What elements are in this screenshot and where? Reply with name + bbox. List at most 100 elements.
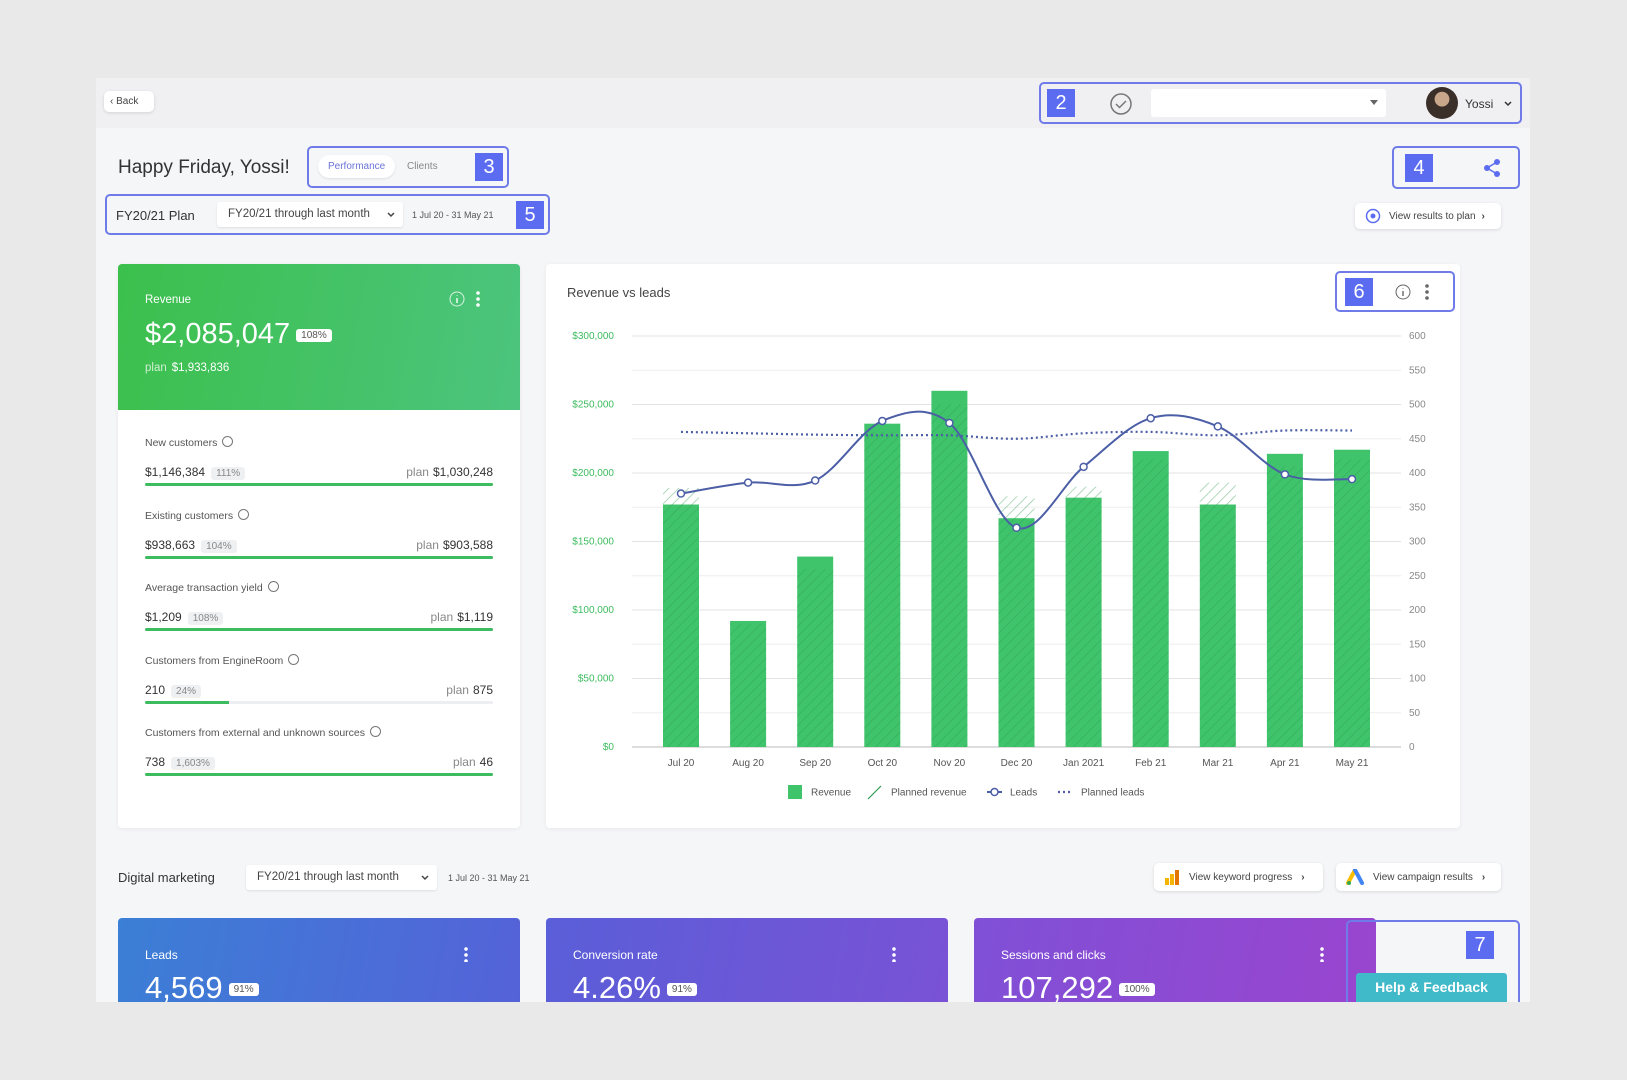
user-name[interactable]: Yossi	[1465, 97, 1494, 111]
keyword-button[interactable]: View keyword progress ›	[1154, 863, 1323, 891]
planned-bar	[797, 568, 834, 747]
metric-label: Existing customers	[145, 508, 250, 522]
button-label: View keyword progress	[1189, 871, 1293, 883]
target-icon	[1365, 208, 1381, 224]
chart: $0 $50,000 $100,000 $150,000 $200,000 $250,00…	[572, 331, 1426, 800]
check-mark	[1115, 100, 1127, 109]
y2-tick-label: 200	[1409, 605, 1426, 616]
revenue-card: Revenue $2,085,047 108% plan $1,933,836 Ne…	[118, 264, 520, 828]
help-button[interactable]: Help & Feedback	[1356, 973, 1507, 1002]
planned-bar	[663, 488, 699, 747]
x-tick-label: Nov 20	[934, 758, 966, 769]
back-label: Back	[116, 96, 139, 107]
x-tick-label: Dec 20	[1001, 758, 1033, 769]
kebab-icon[interactable]	[475, 291, 481, 307]
badge: 6	[1345, 278, 1373, 306]
legend-label: Planned revenue	[891, 788, 967, 799]
plan-value: $1,119	[457, 610, 493, 625]
button-label: View campaign results	[1373, 871, 1473, 883]
badge: 2	[1047, 89, 1075, 117]
plan-word: plan	[452, 755, 476, 770]
planned-bar	[931, 404, 968, 747]
tab[interactable]: Performance	[318, 155, 396, 178]
tab[interactable]: Clients	[407, 161, 438, 172]
info-icon	[267, 581, 279, 593]
section-label: Digital marketing	[118, 870, 215, 885]
leads-point	[1280, 470, 1290, 479]
value: 4.26%	[573, 970, 661, 1002]
progress-track	[145, 773, 493, 777]
leads-point	[676, 489, 686, 498]
y2-tick-label: 400	[1409, 468, 1426, 479]
kebab-icon[interactable]	[464, 946, 468, 962]
progress-track	[145, 483, 493, 486]
kebab-icon[interactable]	[1320, 946, 1324, 962]
y-tick-label: $150,000	[572, 537, 614, 548]
x-tick-label: Feb 21	[1135, 758, 1167, 769]
back-button[interactable]: ‹ Back	[104, 91, 154, 112]
plan-word: plan	[145, 362, 167, 374]
metric-plan: plan $1,030,248	[406, 465, 493, 479]
percent-pill: 100%	[1119, 983, 1155, 997]
kpi-card: Sessions and clicks 107,292 100%	[974, 918, 1376, 1002]
dropdown[interactable]	[1151, 89, 1386, 117]
info-icon[interactable]	[1395, 284, 1411, 300]
campaign-button[interactable]: View campaign results ›	[1336, 863, 1501, 891]
metric-value: $1,209 108%	[145, 610, 224, 626]
share-icon[interactable]	[1482, 158, 1502, 178]
share-group: 4	[1392, 146, 1520, 189]
value: 738	[145, 755, 166, 770]
kebab-icon[interactable]	[1424, 284, 1430, 300]
y2-tick-label: 100	[1409, 674, 1426, 685]
progress-fill	[145, 483, 493, 486]
period-dropdown[interactable]: FY20/21 through last month	[217, 202, 403, 227]
planned-bar	[998, 496, 1035, 747]
kpi-value: 107,292 100%	[1001, 970, 1155, 1002]
avatar[interactable]	[1426, 87, 1458, 119]
x-tick-label: Apr 21	[1270, 758, 1300, 769]
button-label: View results to plan	[1389, 210, 1476, 222]
x-tick-label: Mar 21	[1202, 758, 1234, 769]
kpi-card: Conversion rate 4.26% 91%	[546, 918, 948, 1002]
metric-label: Average transaction yield	[145, 581, 279, 594]
kpi-value: 4.26% 91%	[573, 970, 697, 1002]
planned-bar	[730, 623, 767, 747]
y2-tick-label: 0	[1409, 742, 1415, 753]
info-icon	[288, 653, 300, 665]
chart-tools: 6	[1335, 271, 1455, 312]
leads-point	[945, 418, 954, 428]
legend-swatch	[788, 785, 802, 799]
leads-point	[1146, 413, 1155, 423]
kpi-title: Sessions and clicks	[1001, 948, 1106, 962]
info-icon	[238, 508, 250, 520]
y2-tick-label: 450	[1409, 434, 1426, 445]
plan-value: $1,030,248	[432, 465, 493, 479]
plan-word: plan	[416, 537, 439, 552]
revenue-header: Revenue $2,085,047 108% plan $1,933,836	[118, 264, 520, 410]
y2-tick-label: 250	[1409, 571, 1426, 582]
bars-icon	[1165, 870, 1179, 885]
ads-icon	[1346, 869, 1364, 885]
date-range: 1 Jul 20 - 31 May 21	[448, 873, 530, 883]
legend-label: Leads	[1010, 788, 1037, 799]
plan-word: plan	[406, 465, 429, 479]
kpi-title: Leads	[145, 948, 178, 962]
progress-fill	[145, 555, 493, 559]
metric-plan: plan 875	[446, 683, 493, 697]
check-icon[interactable]	[1109, 92, 1133, 116]
kebab-icon[interactable]	[892, 946, 896, 962]
planned-bar	[1065, 486, 1102, 747]
metric-value: $938,663 104%	[145, 538, 237, 553]
period-dropdown[interactable]: FY20/21 through last month	[246, 865, 437, 890]
value: $2,085,047	[145, 318, 291, 350]
leads-point	[1079, 462, 1088, 472]
progress-track	[145, 700, 493, 704]
view-results-button[interactable]: View results to plan ›	[1355, 203, 1501, 229]
app-window: ‹ Back 2 Yossi Happy Friday, Yossi! Perf…	[96, 78, 1530, 1002]
badge: 3	[475, 153, 503, 181]
metric-label: Customers from external and unknown sour…	[145, 726, 382, 739]
x-tick-label: Oct 20	[868, 758, 898, 769]
y-tick-label: $100,000	[572, 605, 614, 616]
check-circle	[1110, 93, 1132, 115]
info-icon[interactable]	[449, 291, 465, 307]
